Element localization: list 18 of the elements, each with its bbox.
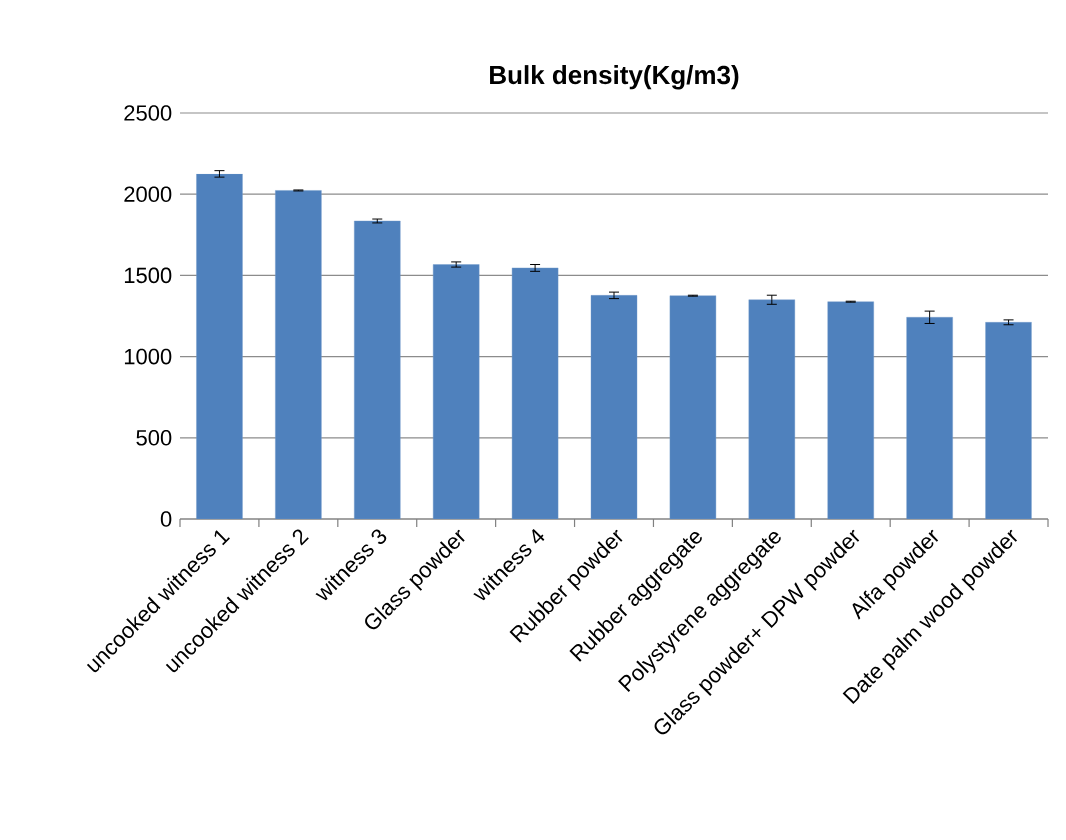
bar	[827, 301, 874, 519]
y-tick-label: 500	[136, 429, 172, 446]
bar	[511, 267, 559, 519]
y-tick-label: 2000	[124, 186, 172, 202]
bar	[354, 220, 401, 519]
bar	[748, 299, 796, 519]
bar	[432, 264, 480, 519]
y-tick-label: 1000	[124, 348, 172, 365]
y-tick-label: 0	[160, 511, 172, 527]
bar	[906, 317, 953, 519]
bar	[275, 190, 322, 519]
bar	[196, 173, 243, 519]
chart-title: Bulk density(Kg/m3)	[490, 65, 739, 90]
bar	[985, 322, 1032, 519]
y-tick-label: 1500	[124, 267, 172, 284]
y-tick-label: 2500	[124, 105, 172, 121]
bar	[669, 295, 717, 519]
bar	[590, 295, 638, 519]
